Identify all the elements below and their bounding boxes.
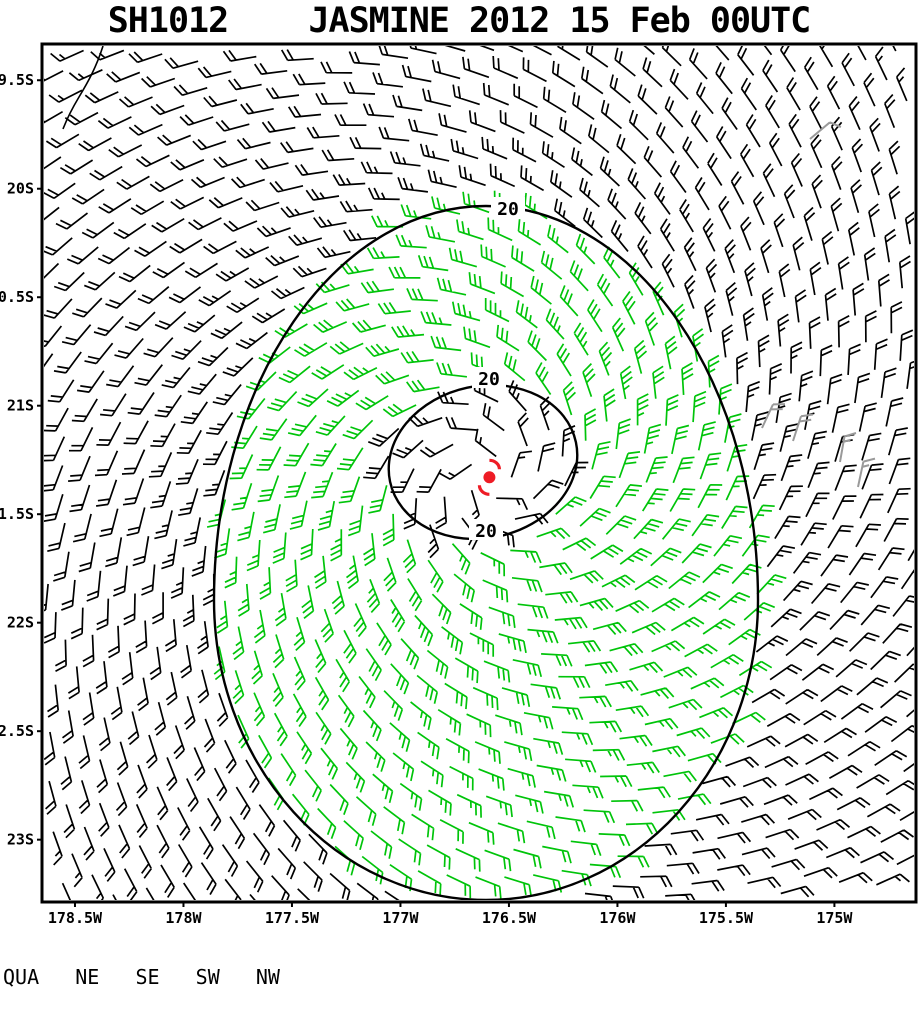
contour-label-mask [469,519,503,540]
gale-contour-outer [212,204,760,900]
lat-tick-label: 23S [7,831,34,849]
lon-tick-label: 177.5W [265,909,320,927]
tc-center-symbol-arms [477,458,502,496]
lon-tick-label: 175.5W [699,909,754,927]
radii-table-header-row: QUA NE SE SW NW [3,965,280,989]
contour-label: 20 [475,521,497,542]
coastline [62,46,104,130]
contour-label: 20 [478,369,500,390]
contour-label: 20 [497,199,519,220]
wind-field-layer: 20 20 20 [44,46,914,900]
tc-center-symbol [483,471,496,484]
plot-border [40,42,918,904]
lat-tick-label: 19.5S [0,71,34,89]
lon-tick-label: 177W [382,909,419,927]
lat-tick-label: 21.5S [0,505,34,523]
lon-tick-label: 178.5W [48,909,103,927]
lon-tick-label: 175W [816,909,853,927]
lat-tick-label: 20S [7,180,34,198]
lon-tick-label: 176W [599,909,636,927]
page-title: SH1012 JASMINE 2012 15 Feb 00UTC [107,1,812,41]
wind-barbs-gale-region [206,190,787,899]
lon-tick-label: 176.5W [482,909,537,927]
lat-tick-label: 22.5S [0,722,34,740]
lat-tick-label: 21S [7,397,34,415]
contour-label-mask [472,367,506,388]
radii-stats-block: QUA NE SE SW NW R34 0 45 40 0 R50 0 0 0 … [3,920,810,1014]
lat-tick-label: 20.5S [0,288,34,306]
observation-barbs [761,121,876,488]
wind-barbs-black [44,46,914,900]
lon-tick-label: 178W [165,909,202,927]
contour-label-mask [491,197,525,218]
lat-tick-label: 22S [7,614,34,632]
